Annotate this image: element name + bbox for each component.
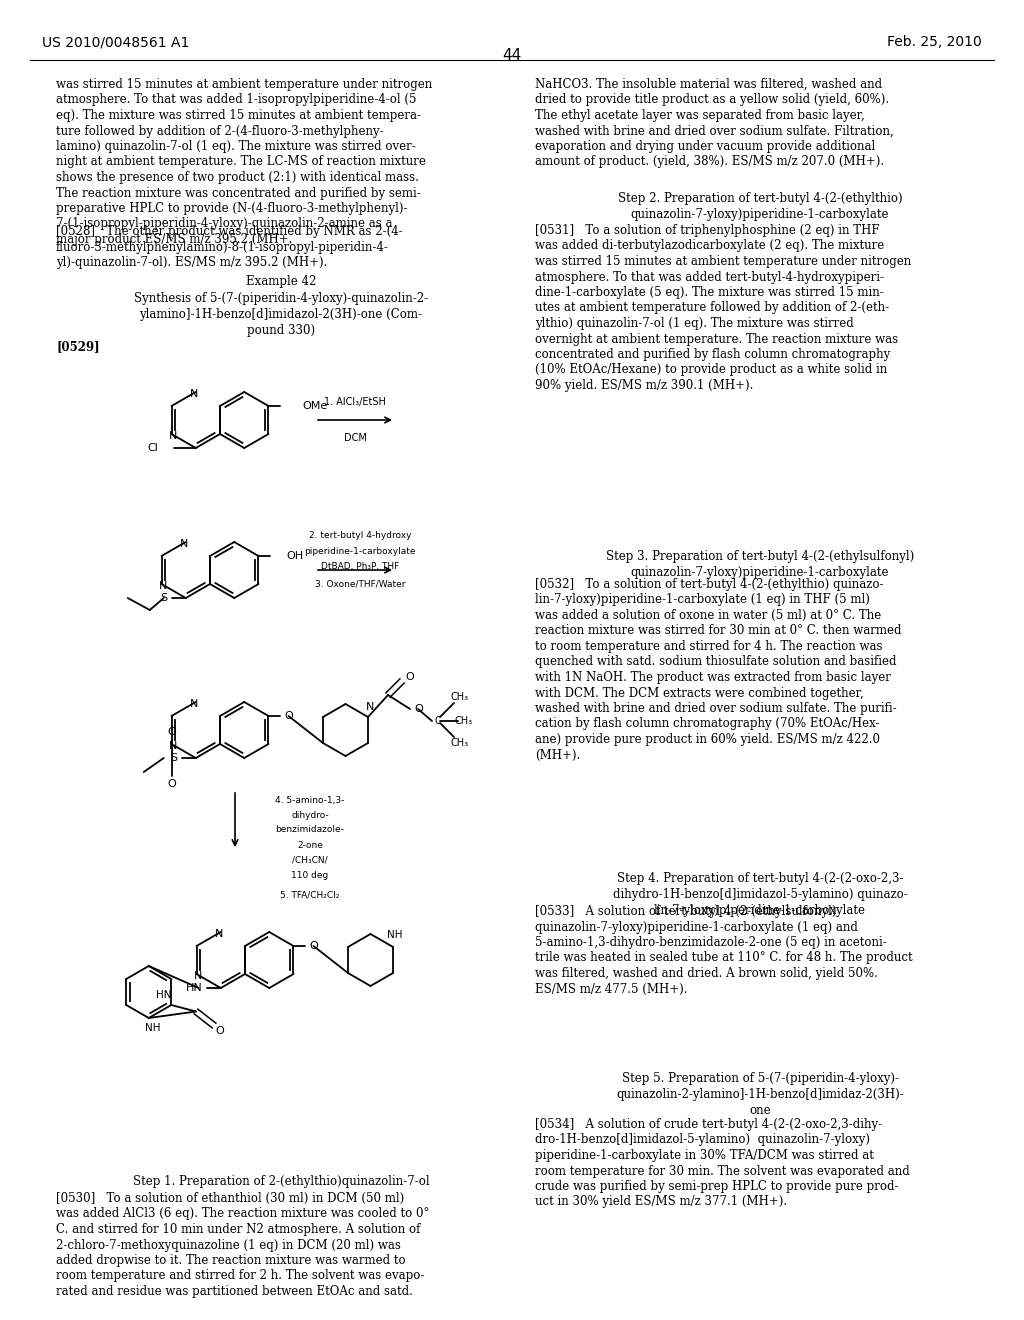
Text: N: N	[195, 972, 203, 981]
Text: Feb. 25, 2010: Feb. 25, 2010	[887, 36, 982, 49]
Text: Example 42: Example 42	[246, 275, 316, 288]
Text: DCM: DCM	[344, 433, 367, 444]
Text: N: N	[366, 702, 374, 711]
Text: N: N	[169, 741, 178, 751]
Text: CH₃: CH₃	[451, 692, 469, 702]
Text: O: O	[406, 672, 415, 682]
Text: Step 3. Preparation of tert-butyl 4-(2-(ethylsulfonyl)
quinazolin-7-yloxy)piperi: Step 3. Preparation of tert-butyl 4-(2-(…	[606, 550, 914, 579]
Text: Cl: Cl	[146, 444, 158, 453]
Text: /CH₃CN/: /CH₃CN/	[292, 855, 328, 865]
Text: 2-one: 2-one	[297, 841, 323, 850]
Text: [0531]   To a solution of triphenylphosphine (2 eq) in THF
was added di-terbutyl: [0531] To a solution of triphenylphosphi…	[535, 224, 911, 392]
Text: NH: NH	[145, 1023, 161, 1034]
Text: Step 2. Preparation of tert-butyl 4-(2-(ethylthio)
quinazolin-7-yloxy)piperidine: Step 2. Preparation of tert-butyl 4-(2-(…	[617, 191, 902, 220]
Text: N: N	[189, 700, 198, 709]
Text: [0533]   A solution of tert-butyl 4-(2-(ethylsulfonyl)
quinazolin-7-yloxy)piperi: [0533] A solution of tert-butyl 4-(2-(et…	[535, 906, 912, 995]
Text: O: O	[216, 1027, 224, 1036]
Text: [0534]   A solution of crude tert-butyl 4-(2-(2-oxo-2,3-dihy-
dro-1H-benzo[d]imi: [0534] A solution of crude tert-butyl 4-…	[535, 1118, 909, 1209]
Text: NaHCO3. The insoluble material was filtered, washed and
dried to provide title p: NaHCO3. The insoluble material was filte…	[535, 78, 894, 169]
Text: N: N	[189, 389, 198, 399]
Text: O: O	[309, 941, 318, 950]
Text: was stirred 15 minutes at ambient temperature under nitrogen
atmosphere. To that: was stirred 15 minutes at ambient temper…	[56, 78, 432, 246]
Text: [0529]: [0529]	[56, 341, 99, 352]
Text: N: N	[160, 581, 168, 591]
Text: 2. tert-butyl 4-hydroxy: 2. tert-butyl 4-hydroxy	[309, 531, 412, 540]
Text: 5. TFA/CH₂Cl₂: 5. TFA/CH₂Cl₂	[281, 891, 340, 899]
Text: [0528]   The other product was identified by NMR as 2-(4-
fluoro-3-methylphenyla: [0528] The other product was identified …	[56, 224, 402, 269]
Text: 3. Oxone/THF/Water: 3. Oxone/THF/Water	[314, 579, 406, 589]
Text: dihydro-: dihydro-	[291, 810, 329, 820]
Text: DtBAD, Ph₃P, THF: DtBAD, Ph₃P, THF	[321, 562, 399, 572]
Text: Step 1. Preparation of 2-(ethylthio)quinazolin-7-ol: Step 1. Preparation of 2-(ethylthio)quin…	[133, 1175, 429, 1188]
Text: N: N	[179, 539, 188, 549]
Text: CH₃: CH₃	[455, 715, 473, 726]
Text: 44: 44	[503, 48, 521, 63]
Text: 110 deg: 110 deg	[292, 870, 329, 879]
Text: NH: NH	[387, 931, 402, 940]
Text: O: O	[167, 727, 176, 737]
Text: 4. 5-amino-1,3-: 4. 5-amino-1,3-	[275, 796, 345, 804]
Text: O: O	[167, 779, 176, 789]
Text: S: S	[161, 593, 168, 603]
Text: piperidine-1-carboxylate: piperidine-1-carboxylate	[304, 546, 416, 556]
Text: OMe: OMe	[302, 401, 328, 411]
Text: OH: OH	[287, 550, 304, 561]
Text: HN: HN	[186, 983, 203, 993]
Text: O: O	[285, 711, 293, 721]
Text: N: N	[215, 929, 223, 939]
Text: Step 5. Preparation of 5-(7-(piperidin-4-yloxy)-
quinazolin-2-ylamino]-1H-benzo[: Step 5. Preparation of 5-(7-(piperidin-4…	[616, 1072, 904, 1117]
Text: O: O	[414, 704, 423, 714]
Text: S: S	[171, 752, 178, 763]
Text: 1. AlCl₃/EtSH: 1. AlCl₃/EtSH	[324, 397, 386, 407]
Text: US 2010/0048561 A1: US 2010/0048561 A1	[42, 36, 189, 49]
Text: [0530]   To a solution of ethanthiol (30 ml) in DCM (50 ml)
was added AlCl3 (6 e: [0530] To a solution of ethanthiol (30 m…	[56, 1192, 429, 1298]
Text: [0532]   To a solution of tert-butyl 4-(2-(ethylthio) quinazo-
lin-7-yloxy)piper: [0532] To a solution of tert-butyl 4-(2-…	[535, 578, 901, 762]
Text: CH₃: CH₃	[451, 738, 469, 748]
Text: benzimidazole-: benzimidazole-	[275, 825, 344, 834]
Text: Step 4. Preparation of tert-butyl 4-(2-(2-oxo-2,3-
dihydro-1H-benzo[d]imidazol-5: Step 4. Preparation of tert-butyl 4-(2-(…	[612, 873, 907, 917]
Text: N: N	[169, 432, 178, 441]
Text: Synthesis of 5-(7-(piperidin-4-yloxy)-quinazolin-2-
ylamino]-1H-benzo[d]imidazol: Synthesis of 5-(7-(piperidin-4-yloxy)-qu…	[134, 292, 428, 337]
Text: HN: HN	[156, 990, 171, 1001]
Text: C: C	[434, 715, 440, 726]
